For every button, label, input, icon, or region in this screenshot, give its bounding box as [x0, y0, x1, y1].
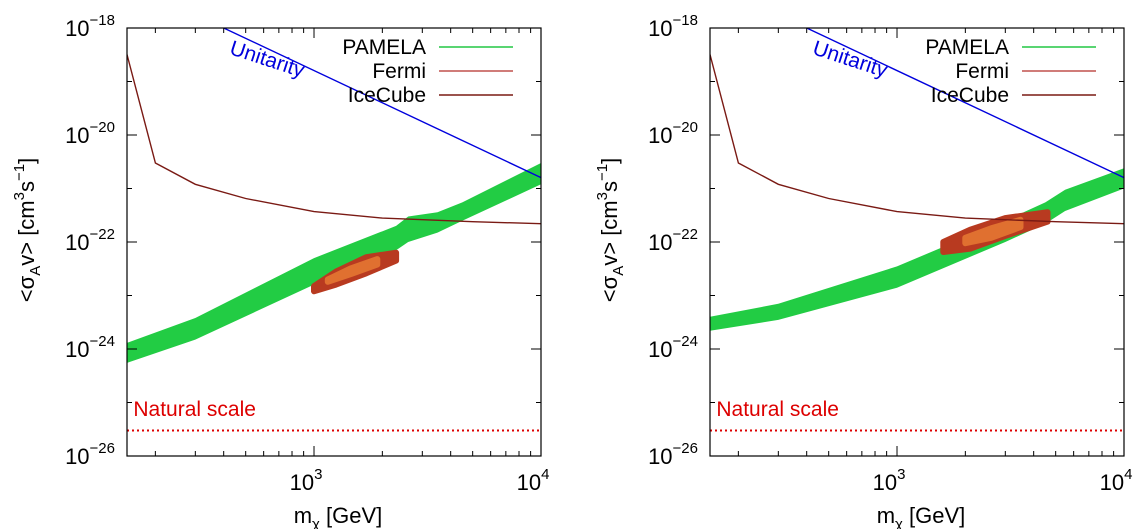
- y-axis-label: <σAv> [cm3s−1]: [11, 158, 44, 302]
- x-tick-label: 104: [1100, 466, 1133, 495]
- plot-frame: [126, 27, 542, 457]
- x-tick-label: 104: [517, 466, 550, 495]
- pamela-band: [710, 168, 1124, 331]
- legend-label: IceCube: [931, 84, 1009, 107]
- y-axis-label: <σAv> [cm3s−1]: [594, 158, 627, 302]
- legend-label: Fermi: [955, 60, 1009, 83]
- y-tick-label: 10−22: [648, 226, 698, 255]
- natural-scale-label: Natural scale: [133, 398, 256, 421]
- plot-area: [710, 28, 1124, 432]
- y-tick-label: 10−18: [648, 12, 698, 41]
- y-tick-label: 10−26: [648, 440, 698, 469]
- legend-label: PAMELA: [925, 36, 1009, 59]
- pamela-band: [127, 163, 541, 363]
- y-tick-label: 10−26: [65, 440, 115, 469]
- unitarity-label: Unitarity: [810, 37, 891, 83]
- y-tick-label: 10−20: [648, 119, 698, 148]
- y-tick-label: 10−20: [65, 119, 115, 148]
- left-chart-panel: 10−26 10−24 10−22 10−20 10−18 103 104 mχ [GeV] <…: [11, 12, 549, 529]
- legend-label: PAMELA: [342, 36, 426, 59]
- legend-label: Fermi: [372, 60, 426, 83]
- fit-region-inner: [324, 256, 381, 285]
- x-axis-label: mχ [GeV]: [294, 503, 383, 529]
- unitarity-label: Unitarity: [227, 37, 308, 83]
- unitarity-line: [223, 28, 541, 179]
- plot-frame: [709, 27, 1125, 457]
- natural-scale-label: Natural scale: [716, 398, 839, 421]
- fermi-line: [127, 54, 541, 225]
- legend-label: IceCube: [348, 84, 426, 107]
- y-tick-label: 10−18: [65, 12, 115, 41]
- y-tick-label: 10−22: [65, 226, 115, 255]
- right-chart-panel: 10−26 10−24 10−22 10−20 10−18 103 104 mχ [GeV] <…: [594, 12, 1132, 529]
- x-axis-label: mχ [GeV]: [877, 503, 966, 529]
- x-tick-label: 103: [290, 466, 323, 495]
- x-tick-label: 103: [873, 466, 906, 495]
- unitarity-line: [806, 28, 1124, 179]
- plot-area: [127, 28, 541, 432]
- fit-region-inner: [962, 216, 1024, 247]
- y-tick-label: 10−24: [648, 333, 698, 362]
- fermi-line: [710, 54, 1124, 225]
- y-tick-label: 10−24: [65, 333, 115, 362]
